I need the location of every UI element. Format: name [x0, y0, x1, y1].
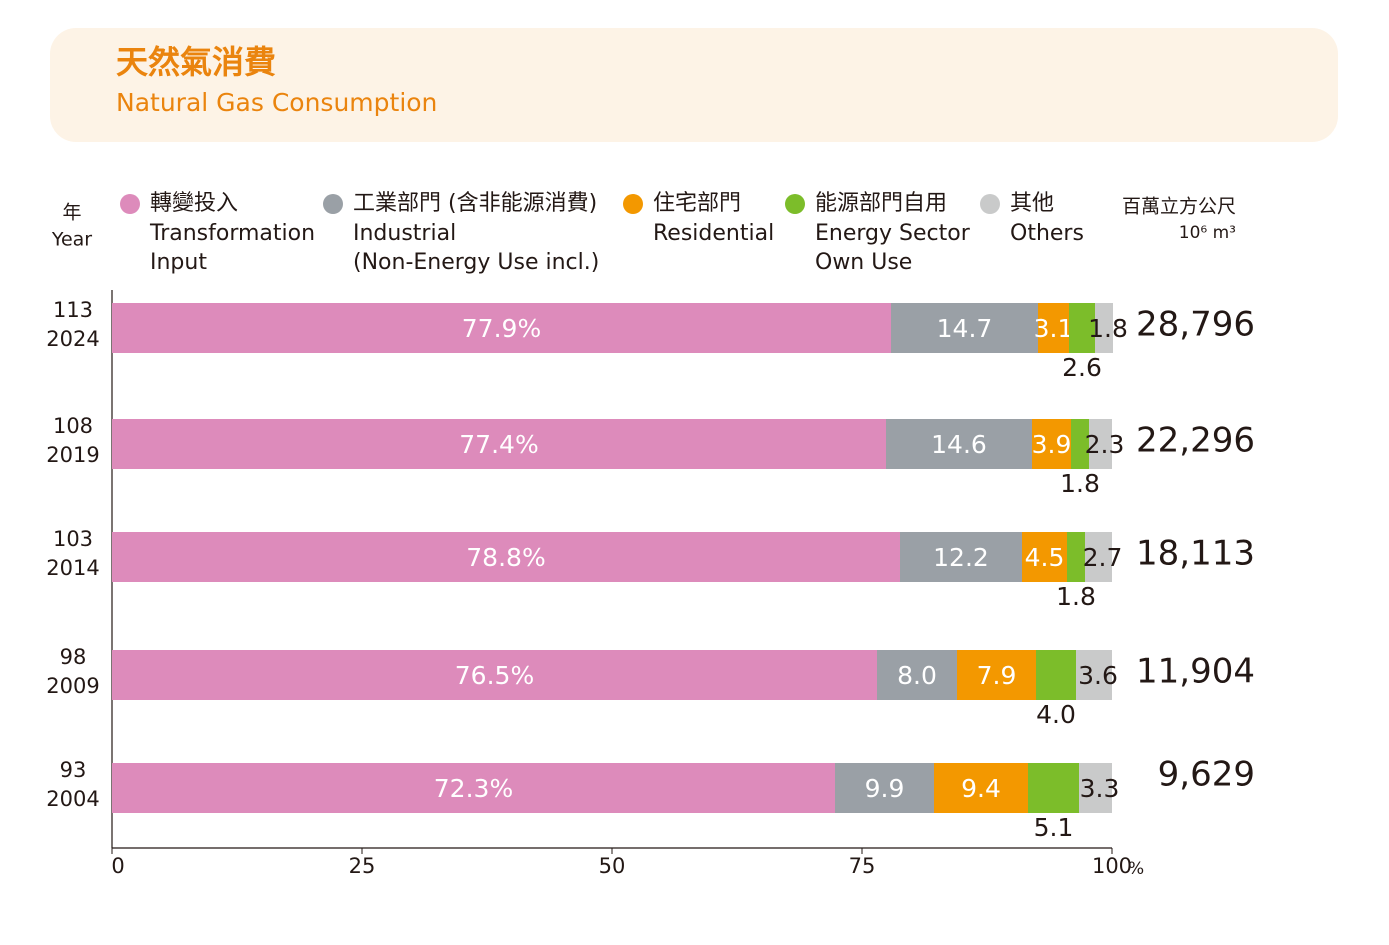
bar-segment: [957, 650, 1036, 700]
chart-subtitle: Natural Gas Consumption: [116, 88, 437, 117]
bar-segment: [1036, 650, 1076, 700]
legend-label: 工業部門 (含非能源消費): [353, 191, 597, 216]
data-label: 9.4: [961, 774, 1001, 803]
data-label: 4.5: [1025, 543, 1065, 572]
data-label: 72.3%: [434, 774, 513, 803]
legend-swatch: [980, 194, 1000, 214]
y-tick-label: 2024: [46, 327, 99, 351]
y-axis-label: Year: [51, 229, 92, 251]
data-label: 14.6: [931, 430, 987, 459]
data-label: 8.0: [897, 661, 937, 690]
total-label: 11,904: [1136, 652, 1255, 692]
total-label: 28,796: [1136, 305, 1255, 345]
bar-segment: [1095, 303, 1113, 353]
legend-label: 轉變投入: [150, 191, 238, 216]
data-label: 77.4%: [459, 430, 538, 459]
data-label: 76.5%: [455, 661, 534, 690]
data-label: 14.7: [937, 314, 993, 343]
y-tick-label: 103: [53, 527, 93, 551]
bar-segment: [1085, 532, 1112, 582]
data-label: 3.1: [1034, 314, 1074, 343]
unit-label: 10⁶ m³: [1179, 223, 1236, 243]
y-tick-label: 2019: [46, 443, 99, 467]
legend-swatch: [323, 194, 343, 214]
bar-segment: [112, 419, 886, 469]
legend-swatch: [120, 194, 140, 214]
bar-segment: [1028, 763, 1079, 813]
bar-segment: [112, 650, 877, 700]
x-tick-label: 75: [849, 854, 876, 878]
data-label: 12.2: [933, 543, 989, 572]
bar-segment: [1071, 419, 1089, 469]
legend-label: 能源部門自用: [815, 191, 947, 216]
data-label: 77.9%: [462, 314, 541, 343]
y-tick-label: 2004: [46, 787, 99, 811]
bar-segment: [1038, 303, 1069, 353]
legend-label: Industrial: [353, 221, 456, 246]
legend-label: Residential: [653, 221, 774, 246]
chart-title: 天然氣消費: [116, 43, 276, 81]
legend-label: Own Use: [815, 250, 912, 275]
y-tick-label: 98: [60, 645, 87, 669]
legend-label: Energy Sector: [815, 221, 971, 246]
bar-segment: [1089, 419, 1112, 469]
legend-label: Transformation: [149, 221, 315, 246]
x-unit: %: [1128, 859, 1144, 879]
data-label: 9.9: [865, 774, 905, 803]
y-tick-label: 108: [53, 414, 93, 438]
y-tick-label: 93: [60, 758, 87, 782]
bar-segment: [934, 763, 1028, 813]
bar-segment: [1067, 532, 1085, 582]
bar-segment: [877, 650, 957, 700]
data-label: 78.8%: [466, 543, 545, 572]
data-label: 7.9: [977, 661, 1017, 690]
y-tick-label: 2014: [46, 556, 99, 580]
header-box: [50, 28, 1338, 142]
bar-segment: [112, 763, 835, 813]
data-label: 2.7: [1083, 543, 1123, 572]
legend-label: Input: [150, 250, 207, 275]
bar-segment: [891, 303, 1038, 353]
bar-segment: [1022, 532, 1067, 582]
legend-label: 其他: [1010, 191, 1054, 216]
bar-segment: [1032, 419, 1071, 469]
data-label: 3.9: [1032, 430, 1072, 459]
data-label: 4.0: [1036, 700, 1076, 729]
total-label: 9,629: [1158, 755, 1255, 795]
data-label: 2.6: [1062, 353, 1102, 382]
data-label: 2.3: [1085, 430, 1125, 459]
legend-swatch: [623, 194, 643, 214]
bar-segment: [900, 532, 1022, 582]
legend-swatch: [785, 194, 805, 214]
bar-segment: [112, 532, 900, 582]
total-label: 18,113: [1136, 534, 1255, 574]
x-tick-label: 0: [111, 854, 124, 878]
bar-segment: [1079, 763, 1112, 813]
bar-segment: [1069, 303, 1095, 353]
legend-label: (Non-Energy Use incl.): [353, 250, 599, 275]
data-label: 1.8: [1088, 314, 1128, 343]
x-tick-label: 50: [599, 854, 626, 878]
y-tick-label: 2009: [46, 674, 99, 698]
total-label: 22,296: [1136, 421, 1255, 461]
data-label: 5.1: [1034, 813, 1074, 842]
legend-label: Others: [1010, 221, 1084, 246]
data-label: 1.8: [1060, 469, 1100, 498]
legend-label: 住宅部門: [653, 191, 741, 216]
x-tick-label: 100: [1092, 854, 1132, 878]
data-label: 3.3: [1080, 774, 1120, 803]
x-tick-label: 25: [349, 854, 376, 878]
bar-segment: [112, 303, 891, 353]
bar-segment: [886, 419, 1032, 469]
data-label: 3.6: [1078, 661, 1118, 690]
unit-label: 百萬立方公尺: [1122, 196, 1236, 218]
bar-segment: [1076, 650, 1112, 700]
y-axis-label: 年: [62, 202, 81, 224]
bar-segment: [835, 763, 934, 813]
data-label: 1.8: [1056, 582, 1096, 611]
y-tick-label: 113: [53, 298, 93, 322]
